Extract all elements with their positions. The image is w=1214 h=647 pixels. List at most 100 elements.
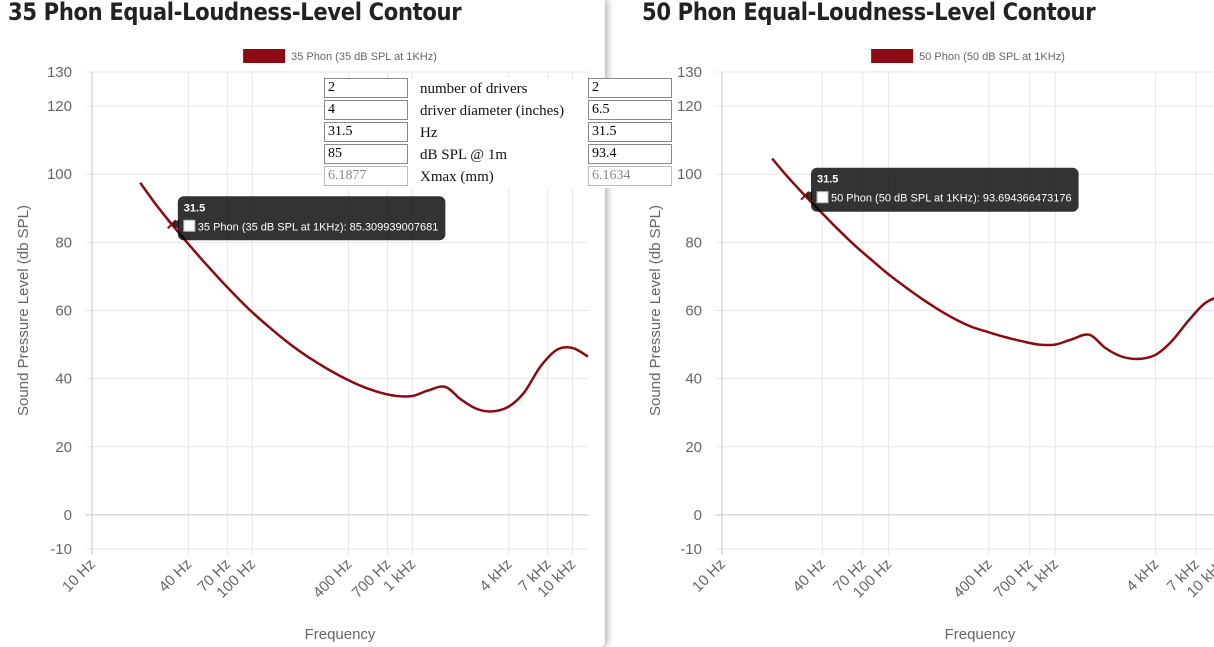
data-point[interactable]: [969, 324, 975, 330]
data-point[interactable]: [489, 408, 495, 414]
legend-swatch: [243, 49, 286, 63]
x-tick-label: 4 kHz: [1123, 556, 1162, 595]
data-point[interactable]: [297, 349, 303, 355]
data-point[interactable]: [361, 384, 367, 390]
data-point[interactable]: [585, 353, 591, 359]
x-tick-label: 400 Hz: [310, 556, 356, 602]
data-point[interactable]: [936, 307, 942, 313]
drivers-left-input[interactable]: [324, 78, 408, 98]
data-point[interactable]: [852, 243, 858, 249]
y-tick-label: 40: [55, 371, 72, 388]
data-point[interactable]: [201, 259, 207, 265]
x-tick-label: 10 Hz: [689, 556, 729, 596]
data-point[interactable]: [282, 337, 288, 343]
y-tick-label: 100: [677, 166, 702, 183]
data-point[interactable]: [1153, 352, 1159, 358]
data-point[interactable]: [521, 389, 527, 395]
y-tick-label: 130: [47, 64, 72, 81]
data-point[interactable]: [886, 271, 892, 277]
spl-left-input[interactable]: [324, 144, 408, 164]
data-point[interactable]: [769, 156, 775, 162]
data-point[interactable]: [153, 201, 159, 207]
data-point[interactable]: [1135, 356, 1141, 362]
data-point[interactable]: [785, 175, 791, 181]
grid: [716, 71, 1214, 555]
hz-right-input[interactable]: [588, 122, 672, 142]
chart-panel-50-phon: 50 Phon Equal-Loudness-Level Contour 130…: [608, 0, 1214, 647]
diameter-right-input[interactable]: [588, 100, 672, 120]
data-point[interactable]: [537, 364, 543, 370]
x-axis-label: Frequency: [305, 626, 376, 643]
tooltip-box: [811, 167, 1079, 212]
data-point[interactable]: [458, 396, 464, 402]
data-point[interactable]: [1068, 336, 1074, 342]
data-point[interactable]: [554, 347, 560, 353]
data-point[interactable]: [265, 323, 271, 329]
data-point[interactable]: [920, 296, 926, 302]
legend-swatch: [871, 49, 914, 63]
data-point[interactable]: [1119, 353, 1125, 359]
data-point[interactable]: [1019, 338, 1025, 344]
data-point[interactable]: [869, 258, 875, 264]
calc-row-hz: Hz: [324, 122, 672, 144]
diameter-left-input[interactable]: [324, 100, 408, 120]
data-point[interactable]: [986, 329, 992, 335]
data-point[interactable]: [313, 359, 319, 365]
legend[interactable]: 35 Phon (35 dB SPL at 1KHz): [243, 49, 437, 63]
data-point[interactable]: [1052, 342, 1058, 348]
y-tick-label: 20: [55, 439, 72, 456]
data-point[interactable]: [1203, 300, 1209, 306]
data-point[interactable]: [234, 294, 240, 300]
drivers-right-input[interactable]: [588, 78, 672, 98]
data-point[interactable]: [329, 368, 335, 374]
calc-label: Xmax (mm): [420, 168, 494, 185]
y-tick-label: 0: [64, 507, 72, 524]
series-line[interactable]: [771, 157, 1214, 361]
hz-left-input[interactable]: [324, 122, 408, 142]
x-tick-label: 4 kHz: [476, 556, 515, 595]
tooltip-swatch: [816, 191, 829, 204]
data-point[interactable]: [185, 241, 191, 247]
x-tick-label: 40 Hz: [156, 556, 196, 596]
data-point[interactable]: [506, 404, 512, 410]
data-point[interactable]: [394, 393, 400, 399]
data-point[interactable]: [217, 276, 223, 282]
data-point[interactable]: [409, 393, 415, 399]
calc-label: driver diameter (inches): [420, 102, 565, 119]
data-point[interactable]: [249, 309, 255, 315]
data-point[interactable]: [1086, 332, 1092, 338]
legend-label: 35 Phon (35 dB SPL at 1KHz): [291, 51, 437, 63]
calc-row-drivers: number of drivers: [324, 78, 672, 100]
y-tick-label: 60: [685, 303, 702, 320]
tooltip-swatch: [183, 219, 196, 232]
data-point[interactable]: [952, 316, 958, 322]
x-axis-label: Frequency: [945, 626, 1016, 643]
series-line[interactable]: [139, 181, 589, 413]
data-point[interactable]: [473, 406, 479, 412]
data-point[interactable]: [1169, 338, 1175, 344]
tooltip: 31.5 35 Phon (35 dB SPL at 1KHz): 85.3099…: [171, 196, 446, 241]
y-tick-label: 130: [677, 64, 702, 81]
spl-right-input[interactable]: [588, 144, 672, 164]
data-point[interactable]: [442, 384, 448, 390]
data-point[interactable]: [569, 345, 575, 351]
y-tick-label: 0: [694, 507, 702, 524]
data-point[interactable]: [902, 284, 908, 290]
data-point[interactable]: [1102, 345, 1108, 351]
chart-title: 35 Phon Equal-Loudness-Level Contour: [8, 0, 462, 26]
data-point[interactable]: [1036, 342, 1042, 348]
legend[interactable]: 50 Phon (50 dB SPL at 1KHz): [871, 49, 1065, 63]
data-point[interactable]: [835, 227, 841, 233]
data-point[interactable]: [1002, 334, 1008, 340]
data-point[interactable]: [137, 180, 143, 186]
data-point[interactable]: [346, 377, 352, 383]
data-point[interactable]: [1185, 318, 1191, 324]
y-tick-label: 120: [677, 98, 702, 115]
legend-label: 50 Phon (50 dB SPL at 1KHz): [919, 51, 1065, 63]
calc-label: Hz: [420, 124, 438, 141]
data-point[interactable]: [425, 388, 431, 394]
data-point[interactable]: [377, 390, 383, 396]
y-tick-label: 60: [55, 303, 72, 320]
